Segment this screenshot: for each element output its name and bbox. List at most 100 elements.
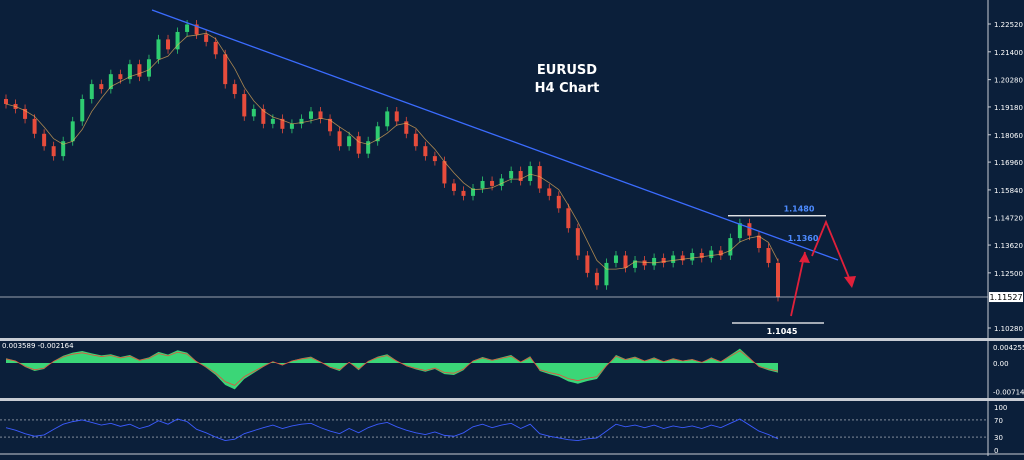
candle-body xyxy=(166,39,171,50)
level-label-1-1360: 1.1360 xyxy=(788,234,819,243)
price-tick-label: 1.18060 xyxy=(994,132,1023,140)
candle-body xyxy=(518,171,523,181)
candle-body xyxy=(356,136,361,154)
candle-body xyxy=(194,24,199,35)
candle-body xyxy=(308,111,313,119)
macd-tick-label: -0.007142 xyxy=(993,389,1024,397)
arrow-head-down-icon xyxy=(844,276,856,288)
candle-body xyxy=(232,84,237,95)
candle-body xyxy=(661,257,666,263)
moving-average-line xyxy=(5,32,779,270)
candle-body xyxy=(528,166,533,181)
rsi-tick-label: 0 xyxy=(994,447,998,455)
candle-body xyxy=(432,156,437,162)
rsi-tick-label: 70 xyxy=(994,417,1003,425)
candle-body xyxy=(471,188,476,196)
candle-body xyxy=(23,108,28,119)
candle-body xyxy=(146,59,151,77)
price-tick-label: 1.10280 xyxy=(994,325,1023,333)
candle-body xyxy=(394,111,399,122)
candle-body xyxy=(127,64,132,80)
projection-arrow-down xyxy=(811,219,853,286)
candle-body xyxy=(270,118,275,124)
candlestick-series xyxy=(4,20,780,302)
candle-body xyxy=(756,235,761,249)
candle-body xyxy=(70,121,75,142)
candle-body xyxy=(709,250,714,258)
candle-body xyxy=(604,262,609,286)
candle-body xyxy=(747,223,752,236)
candle-body xyxy=(423,146,428,157)
candle-body xyxy=(766,248,771,263)
candle-body xyxy=(451,183,456,191)
candle-body xyxy=(80,99,85,122)
price-tick-label: 1.13620 xyxy=(994,242,1023,250)
downtrend-line xyxy=(151,9,839,261)
candle-body xyxy=(375,126,380,142)
candle-body xyxy=(690,252,695,261)
candle-body xyxy=(213,41,218,55)
candle-body xyxy=(156,39,161,60)
candle-body xyxy=(442,161,447,184)
candle-body xyxy=(299,118,304,124)
macd-signal-line xyxy=(5,350,779,386)
arrow-head-up-icon xyxy=(799,252,810,263)
price-tick-label: 1.19180 xyxy=(994,104,1023,112)
candle-body xyxy=(633,260,638,268)
rsi-tick-label: 100 xyxy=(994,404,1007,412)
candle-body xyxy=(566,208,571,229)
candle-body xyxy=(42,133,47,147)
candle-body xyxy=(728,238,733,256)
current-price-badge xyxy=(989,292,1023,303)
panel-separator-macd xyxy=(0,338,1024,341)
price-tick-label: 1.20280 xyxy=(994,77,1023,85)
candle-body xyxy=(499,178,504,186)
candle-body xyxy=(490,180,495,186)
candle-body xyxy=(776,262,780,297)
price-tick-label: 1.21400 xyxy=(994,49,1023,57)
macd-tick-label: 0.00 xyxy=(993,360,1009,368)
candle-body xyxy=(699,252,704,258)
candle-body xyxy=(575,228,580,256)
candle-body xyxy=(289,123,294,129)
candle-body xyxy=(613,255,618,263)
level-label-1-1480: 1.1480 xyxy=(784,205,815,214)
candle-body xyxy=(4,99,8,104)
current-price-label: 1.11527 xyxy=(989,293,1022,302)
candle-body xyxy=(652,257,657,266)
price-tick-label: 1.14720 xyxy=(994,215,1023,223)
candle-body xyxy=(404,121,409,134)
candle-body xyxy=(185,24,190,32)
candle-body xyxy=(413,133,418,147)
candle-body xyxy=(337,131,342,147)
candle-body xyxy=(261,108,266,124)
moving-average-lines xyxy=(5,32,779,270)
macd-tick-label: 0.004255 xyxy=(993,344,1024,352)
candle-body xyxy=(347,136,352,147)
candle-body xyxy=(594,272,599,286)
candle-body xyxy=(204,34,209,42)
candle-body xyxy=(280,118,285,129)
candle-body xyxy=(556,195,561,209)
candle-body xyxy=(585,255,590,273)
candle-body xyxy=(385,111,390,127)
candle-body xyxy=(461,190,466,196)
candle-body xyxy=(61,141,66,157)
macd-header-values: 0.003589 -0.002164 xyxy=(2,342,74,350)
candle-body xyxy=(108,74,113,90)
price-tick-label: 1.15840 xyxy=(994,187,1023,195)
candle-body xyxy=(642,260,647,266)
chart-subtitle: H4 Chart xyxy=(535,81,600,96)
projection-arrow-up xyxy=(790,251,806,317)
panel-separator-rsi xyxy=(0,398,1024,401)
macd-panel: 0.004255 0.00 -0.007142 xyxy=(5,344,1024,397)
candle-body xyxy=(718,250,723,256)
candle-body xyxy=(137,64,142,77)
candle-body xyxy=(547,188,552,196)
candle-body xyxy=(175,31,180,50)
candle-body xyxy=(318,111,323,119)
candle-body xyxy=(366,141,371,154)
